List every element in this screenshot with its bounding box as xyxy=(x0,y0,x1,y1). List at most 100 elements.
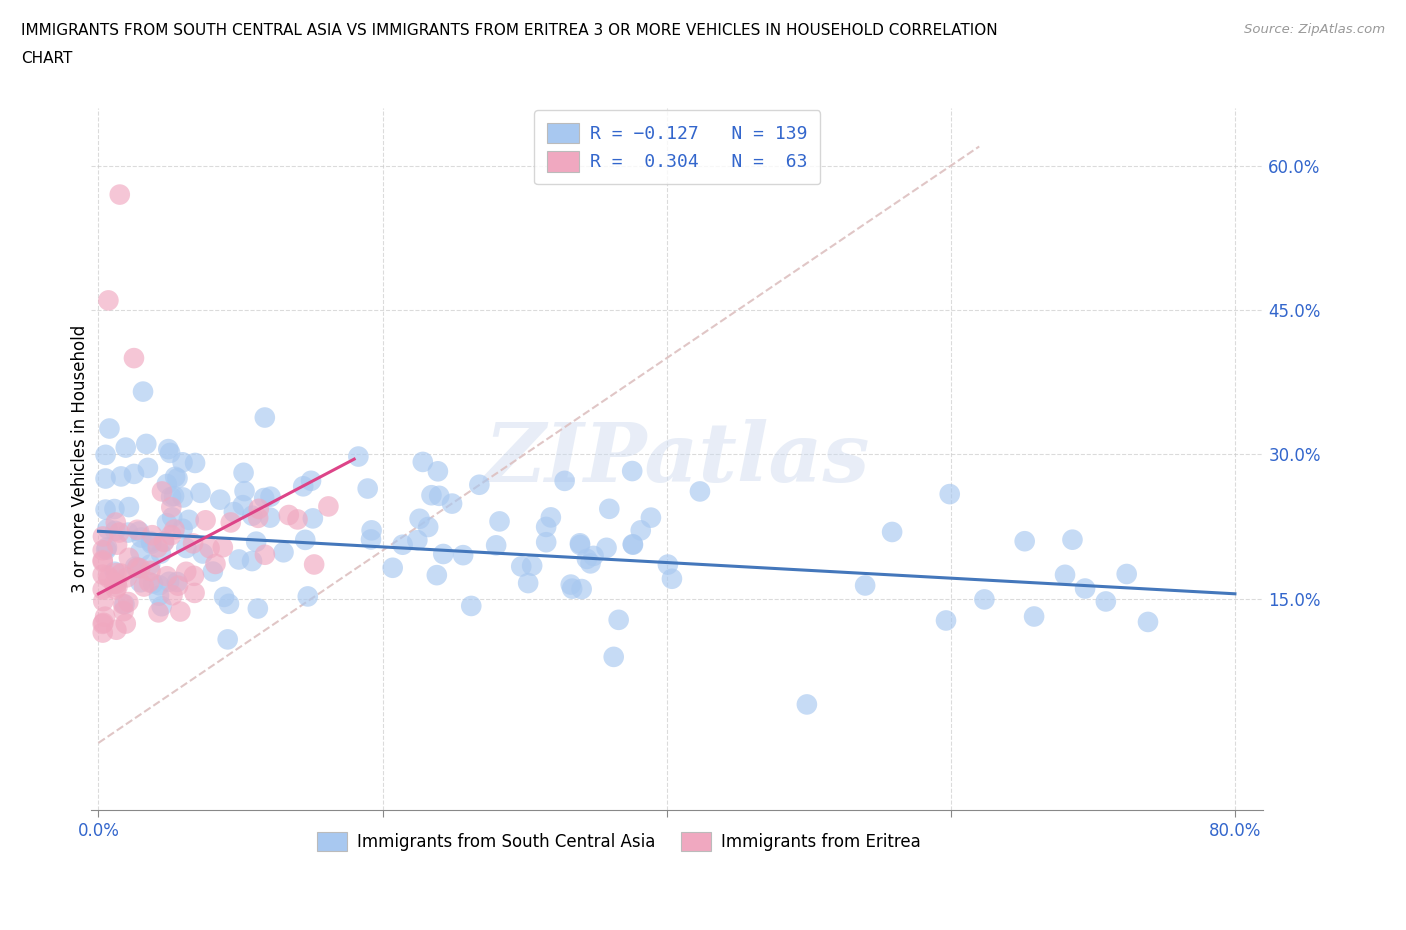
Point xyxy=(163,522,186,537)
Point xyxy=(190,485,212,500)
Point xyxy=(621,538,644,552)
Point xyxy=(661,571,683,586)
Point xyxy=(122,351,145,365)
Point xyxy=(104,515,127,530)
Point xyxy=(426,464,449,479)
Point xyxy=(112,604,135,618)
Point xyxy=(488,514,510,529)
Point xyxy=(150,484,173,498)
Point xyxy=(91,554,114,569)
Point xyxy=(169,604,191,619)
Point xyxy=(136,460,159,475)
Point xyxy=(595,540,617,555)
Point xyxy=(176,540,198,555)
Y-axis label: 3 or more Vehicles in Household: 3 or more Vehicles in Household xyxy=(72,325,89,593)
Point xyxy=(427,488,450,503)
Point xyxy=(246,601,269,616)
Point xyxy=(157,442,180,457)
Point xyxy=(882,525,904,539)
Point xyxy=(510,559,533,574)
Point xyxy=(96,540,118,555)
Point xyxy=(128,525,150,539)
Point xyxy=(299,473,322,488)
Point xyxy=(420,488,443,503)
Point xyxy=(105,577,128,591)
Point xyxy=(1053,567,1076,582)
Point xyxy=(94,502,117,517)
Point xyxy=(240,509,263,524)
Point xyxy=(571,581,593,596)
Point xyxy=(105,565,128,580)
Point xyxy=(1062,532,1084,547)
Point xyxy=(129,561,152,576)
Point xyxy=(138,575,160,590)
Point xyxy=(569,538,592,552)
Point xyxy=(117,525,139,540)
Point xyxy=(273,545,295,560)
Point xyxy=(114,617,136,631)
Point xyxy=(212,590,235,604)
Point xyxy=(91,593,114,608)
Point xyxy=(554,473,576,488)
Point xyxy=(232,498,254,512)
Point xyxy=(129,575,152,590)
Point xyxy=(1095,594,1118,609)
Point xyxy=(135,436,157,451)
Point xyxy=(240,553,263,568)
Point xyxy=(177,512,200,527)
Point xyxy=(127,560,149,575)
Point xyxy=(141,537,163,551)
Point xyxy=(408,512,430,526)
Point xyxy=(534,535,557,550)
Point xyxy=(181,536,204,551)
Point xyxy=(139,557,162,572)
Point xyxy=(129,544,152,559)
Point xyxy=(132,579,155,594)
Point xyxy=(172,455,194,470)
Point xyxy=(174,565,197,579)
Point xyxy=(108,525,131,540)
Point xyxy=(277,508,299,523)
Point xyxy=(114,440,136,455)
Point xyxy=(347,449,370,464)
Point xyxy=(183,568,205,583)
Point xyxy=(630,523,652,538)
Point xyxy=(94,447,117,462)
Point xyxy=(110,469,132,484)
Point xyxy=(607,612,630,627)
Point xyxy=(302,557,325,572)
Point xyxy=(1022,609,1045,624)
Point xyxy=(165,470,187,485)
Point xyxy=(534,520,557,535)
Point xyxy=(294,532,316,547)
Point xyxy=(222,505,245,520)
Point xyxy=(657,557,679,572)
Point xyxy=(125,561,148,576)
Point xyxy=(94,472,117,486)
Text: IMMIGRANTS FROM SOUTH CENTRAL ASIA VS IMMIGRANTS FROM ERITREA 3 OR MORE VEHICLES: IMMIGRANTS FROM SOUTH CENTRAL ASIA VS IM… xyxy=(21,23,998,38)
Point xyxy=(198,540,221,555)
Point xyxy=(468,477,491,492)
Point xyxy=(105,579,128,594)
Point xyxy=(104,565,127,579)
Point xyxy=(391,538,413,552)
Point xyxy=(292,479,315,494)
Point xyxy=(191,546,214,561)
Point xyxy=(104,524,127,538)
Point xyxy=(166,471,188,485)
Point xyxy=(172,490,194,505)
Point xyxy=(110,566,132,581)
Point xyxy=(451,548,474,563)
Point xyxy=(253,410,276,425)
Point xyxy=(253,547,276,562)
Legend: Immigrants from South Central Asia, Immigrants from Eritrea: Immigrants from South Central Asia, Immi… xyxy=(311,826,927,858)
Point xyxy=(204,556,226,571)
Point xyxy=(148,604,170,619)
Point xyxy=(91,529,114,544)
Point xyxy=(201,565,224,579)
Point xyxy=(125,523,148,538)
Point xyxy=(166,575,188,590)
Point xyxy=(259,511,281,525)
Point xyxy=(93,616,115,631)
Point xyxy=(253,490,276,505)
